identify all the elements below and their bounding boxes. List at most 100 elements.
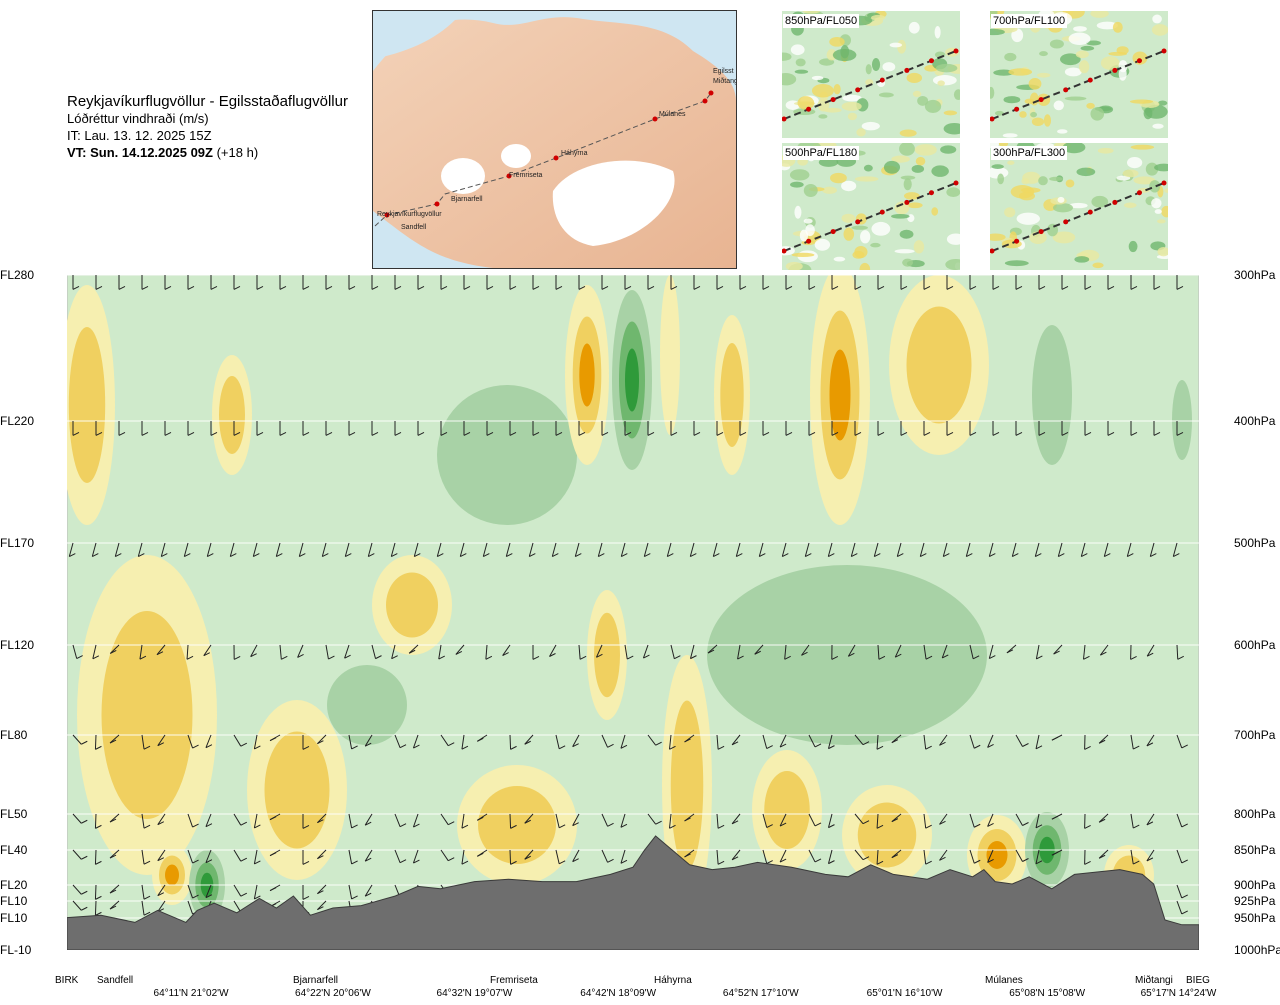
panel-0-cell-68: [924, 99, 942, 113]
wind-barb-2-45: [1103, 542, 1109, 557]
wind-barb-flag-1-19: [509, 431, 517, 436]
panel-0-cell-26: [802, 11, 820, 14]
wind-barb-flag-0-9: [279, 285, 287, 290]
panel-0-cell-69: [833, 84, 841, 95]
wind-barb-2-16: [436, 542, 442, 557]
panel-1-cell-18: [994, 110, 1004, 116]
wind-barb-5-20: [524, 813, 534, 824]
panel-0-cell-35: [932, 75, 957, 86]
x-coordinate-7: 65°17'N 14°24'W: [1140, 988, 1217, 999]
wind-barb-flag-3-0: [76, 655, 83, 659]
wind-barb-flag-6-48: [1181, 859, 1188, 864]
x-location-7: BIEG: [1186, 975, 1210, 986]
wind-barb-3-1: [92, 644, 97, 659]
wind-barb-flag-4-31: [779, 743, 787, 748]
panel-2-cell-2: [860, 230, 871, 244]
x-coordinate-5: 65°01'N 16°10'W: [866, 988, 943, 999]
wind-barb-flag-1-31: [785, 431, 793, 436]
w-blob-16-1: [264, 731, 330, 849]
panel-0-cell-33: [861, 121, 880, 131]
glacier-vatnajokull: [552, 160, 675, 246]
panel-2-cell-40: [946, 233, 960, 245]
wind-barb-flag-7-9: [269, 887, 277, 892]
wind-barb-2-47: [1149, 542, 1155, 557]
wind-barb-2-14: [390, 542, 396, 557]
wind-barb-6-21: [555, 849, 560, 864]
wind-barb-4-6: [205, 734, 212, 748]
panel-2-cell-59: [791, 252, 815, 258]
wind-barb-flag-0-32: [808, 285, 816, 290]
panel-0-cell-61: [832, 48, 857, 62]
wind-barb-7-48: [1176, 884, 1183, 899]
wind-barb-flag-6-24: [620, 859, 628, 864]
wind-barb-flag-6-28: [717, 860, 725, 865]
x-location-5: Múlanes: [985, 975, 1023, 986]
wind-barb-2-7: [229, 542, 235, 557]
wind-barb-4-1: [94, 734, 97, 750]
wind-barb-5-33: [827, 813, 833, 828]
lead-time: (+18 h): [216, 145, 259, 160]
wind-barb-flag-7-7: [240, 892, 248, 897]
wind-barb-6-6: [205, 849, 212, 863]
panel-2-cell-68: [805, 224, 815, 237]
panel-0-waypoint-4: [879, 77, 885, 83]
wind-barb-flag-0-47: [1153, 285, 1161, 290]
panel-2-cell-50: [914, 144, 937, 156]
wind-barb-flag-3-1: [92, 655, 100, 660]
wind-barb-flag-7-13: [364, 892, 372, 897]
wind-barb-5-8: [253, 813, 258, 829]
panel-2-cell-16: [911, 165, 925, 173]
route-waypoints: Reykjavíkurflugvöllur Sandfell Bjarnarfell…: [377, 68, 736, 231]
wind-barb-flag-2-40: [989, 553, 996, 557]
wind-barb-flag-4-13: [364, 742, 372, 747]
wind-barb-flag-3-29: [737, 655, 744, 660]
panel-2-cell-19: [794, 205, 802, 219]
route-title: Reykjavíkurflugvöllur - Egilsstaðaflugvö…: [67, 93, 348, 110]
wind-barb-7-6: [205, 884, 212, 898]
wind-barb-flag-2-41: [1012, 553, 1019, 557]
wind-barb-flag-7-8: [254, 895, 261, 900]
wind-barb-5-39: [969, 813, 975, 828]
wind-barb-flag-4-15: [413, 744, 420, 749]
wind-barb-flag-7-4: [157, 892, 164, 897]
wind-barb-flag-0-25: [647, 285, 655, 290]
wind-barb-flag-4-16: [448, 742, 455, 747]
wind-barb-7-13: [364, 884, 373, 897]
wind-barb-flag-2-1: [92, 553, 99, 557]
wind-barb-2-1: [91, 542, 97, 557]
wind-barb-3-30: [754, 644, 764, 655]
wind-barb-flag-0-31: [785, 285, 793, 290]
wind-barb-flag-2-34: [851, 553, 858, 557]
map-waypoint-label-1: Sandfell: [401, 224, 427, 231]
wind-barb-flag-8-0: [81, 906, 88, 911]
panel-3-cell-67: [997, 173, 1005, 185]
wind-barb-flag-4-28: [717, 745, 725, 750]
panel-850: 850hPa/FL050: [782, 11, 960, 138]
wind-barb-flag-5-20: [524, 819, 531, 824]
wind-barb-6-8: [253, 849, 258, 865]
panel-2-cell-69: [859, 262, 871, 270]
wind-barb-3-26: [670, 644, 675, 659]
wind-barb-flag-2-14: [391, 553, 398, 557]
panel-1-cell-13: [1157, 100, 1168, 106]
wind-barb-6-32: [808, 849, 816, 863]
wind-barb-flag-4-12: [351, 745, 358, 750]
wind-barb-6-5: [187, 849, 194, 864]
wind-barb-flag-6-9: [269, 852, 277, 857]
panel-2-cell-48: [854, 176, 879, 182]
wind-barb-8-1: [94, 900, 97, 916]
wind-barb-flag-6-0: [81, 855, 88, 860]
wind-barb-flag-3-18: [485, 655, 493, 660]
wind-barb-flag-4-0: [81, 740, 88, 745]
wind-barb-2-19: [505, 542, 511, 557]
wind-barb-flag-2-37: [920, 553, 927, 557]
fl-label-10: FL-10: [0, 943, 32, 957]
wind-barb-4-42: [1035, 734, 1040, 749]
pressure-label-700: 700hPa: [1234, 728, 1276, 742]
wind-barb-flag-1-43: [1061, 431, 1069, 436]
panel-3-cell-60: [990, 233, 1006, 241]
panel-2-cell-7: [851, 225, 868, 230]
wind-barb-flag-2-20: [529, 553, 536, 557]
wind-barb-2-46: [1126, 542, 1132, 557]
pressure-label-600: 600hPa: [1234, 638, 1276, 652]
